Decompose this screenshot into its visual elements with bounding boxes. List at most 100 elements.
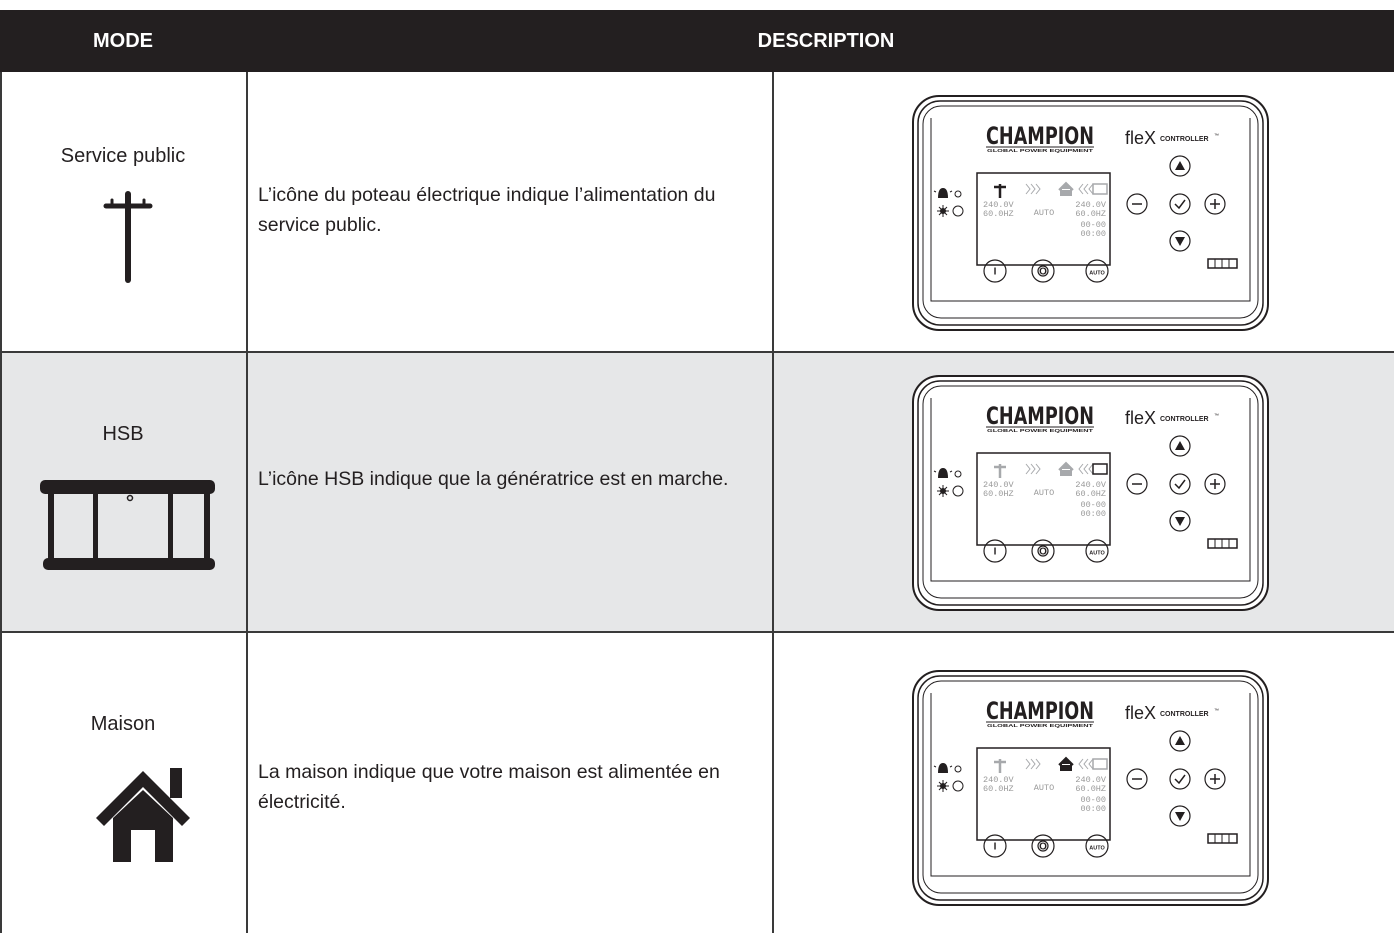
nav-button: [1204, 768, 1226, 790]
frame: [922, 680, 1259, 894]
lcd-text: 00:00: [1080, 229, 1106, 239]
mode-button: [983, 259, 1007, 283]
ring: [1037, 545, 1049, 557]
button-label: I: [994, 842, 997, 853]
battery-cells: [1214, 834, 1230, 843]
mode-button: [1031, 834, 1055, 858]
sun-rays: [937, 485, 949, 497]
mode-button: [1031, 539, 1055, 563]
arrows-in: [1025, 183, 1041, 195]
arrows-in: [1025, 463, 1041, 475]
arrows-out: [1078, 758, 1094, 770]
house: [1058, 461, 1074, 476]
ring: [1037, 840, 1049, 852]
screen: [976, 172, 1111, 266]
bell: [938, 468, 948, 478]
frame: [917, 100, 1264, 326]
nav-button: [1126, 193, 1148, 215]
check: [1174, 479, 1186, 490]
check: [1174, 199, 1186, 210]
screen: [976, 452, 1111, 546]
screen: [976, 747, 1111, 841]
arrow: [1175, 736, 1185, 745]
button-label: I: [994, 547, 997, 558]
ring: [1037, 265, 1049, 277]
brand: CHAMPION: [986, 697, 1094, 725]
logo: fleX: [1125, 408, 1156, 428]
header-bg: [0, 10, 1394, 72]
alarm-led: [954, 765, 962, 773]
lcd-text: 00-00: [1080, 500, 1106, 510]
arrow: [1175, 812, 1185, 821]
nav-button: [1126, 473, 1148, 495]
frame: [912, 95, 1269, 331]
nav-button: [1126, 768, 1148, 790]
header-description: DESCRIPTION: [758, 30, 895, 52]
grid: [0, 72, 1394, 933]
button-label: O: [1039, 842, 1047, 853]
lcd-text: AUTO: [1034, 488, 1054, 498]
power-led: [952, 205, 964, 217]
pole-icon: [103, 191, 153, 283]
brand: CHAMPION: [986, 122, 1094, 150]
hsb: [1092, 758, 1108, 770]
battery-cells: [1214, 539, 1230, 548]
product: CONTROLLER: [1160, 136, 1209, 143]
frame: [912, 375, 1269, 611]
arrows-out: [1078, 463, 1094, 475]
mode-button: [983, 834, 1007, 858]
lcd-text: 240.0V: [983, 200, 1015, 210]
lcd-text: 00:00: [1080, 509, 1106, 519]
sun-rays: [937, 205, 949, 217]
house: [1058, 181, 1074, 196]
nav-button: [1169, 768, 1191, 790]
button-label: O: [1039, 547, 1047, 558]
frame: [917, 380, 1264, 606]
battery-cells: [1214, 259, 1230, 268]
frame: [922, 385, 1259, 599]
lcd-text: 60.0HZ: [1075, 784, 1106, 794]
hsb: [1092, 183, 1108, 195]
button-label: AUTO: [1089, 551, 1105, 557]
button-label: AUTO: [1089, 271, 1105, 277]
check: [1174, 774, 1186, 785]
nav-button: [1169, 435, 1191, 457]
frame: [917, 675, 1264, 901]
frame: [912, 670, 1269, 906]
alarm-led: [954, 470, 962, 478]
nav-button: [1204, 473, 1226, 495]
lcd-text: 60.0HZ: [1075, 489, 1106, 499]
mode-label: Service public: [61, 145, 186, 167]
bell-rays: [933, 470, 953, 473]
description: L’icône HSB indique que la génératrice e…: [258, 468, 729, 490]
brand: CHAMPION: [986, 402, 1094, 430]
frame: [922, 105, 1259, 319]
mode-label: Maison: [91, 713, 155, 735]
bell-rays: [933, 190, 953, 193]
trademark: ™: [1214, 708, 1219, 714]
header-mode: MODE: [93, 30, 153, 52]
power-led: [952, 485, 964, 497]
button-label: O: [1039, 267, 1047, 278]
pole: [994, 759, 1006, 773]
lcd-text: 240.0V: [1075, 775, 1107, 785]
pole: [994, 184, 1006, 198]
pole: [994, 464, 1006, 478]
arrow: [1175, 237, 1185, 246]
arrow: [1175, 161, 1185, 170]
lcd-text: AUTO: [1034, 783, 1054, 793]
mode-button: [983, 539, 1007, 563]
trademark: ™: [1214, 413, 1219, 419]
lcd-text: 240.0V: [1075, 480, 1107, 490]
button-label: I: [994, 267, 997, 278]
frame: [930, 693, 1251, 877]
lcd-text: 240.0V: [983, 480, 1015, 490]
hsb: [1092, 463, 1108, 475]
bell: [938, 763, 948, 773]
sun-rays: [937, 780, 949, 792]
lcd-text: 60.0HZ: [983, 489, 1014, 499]
